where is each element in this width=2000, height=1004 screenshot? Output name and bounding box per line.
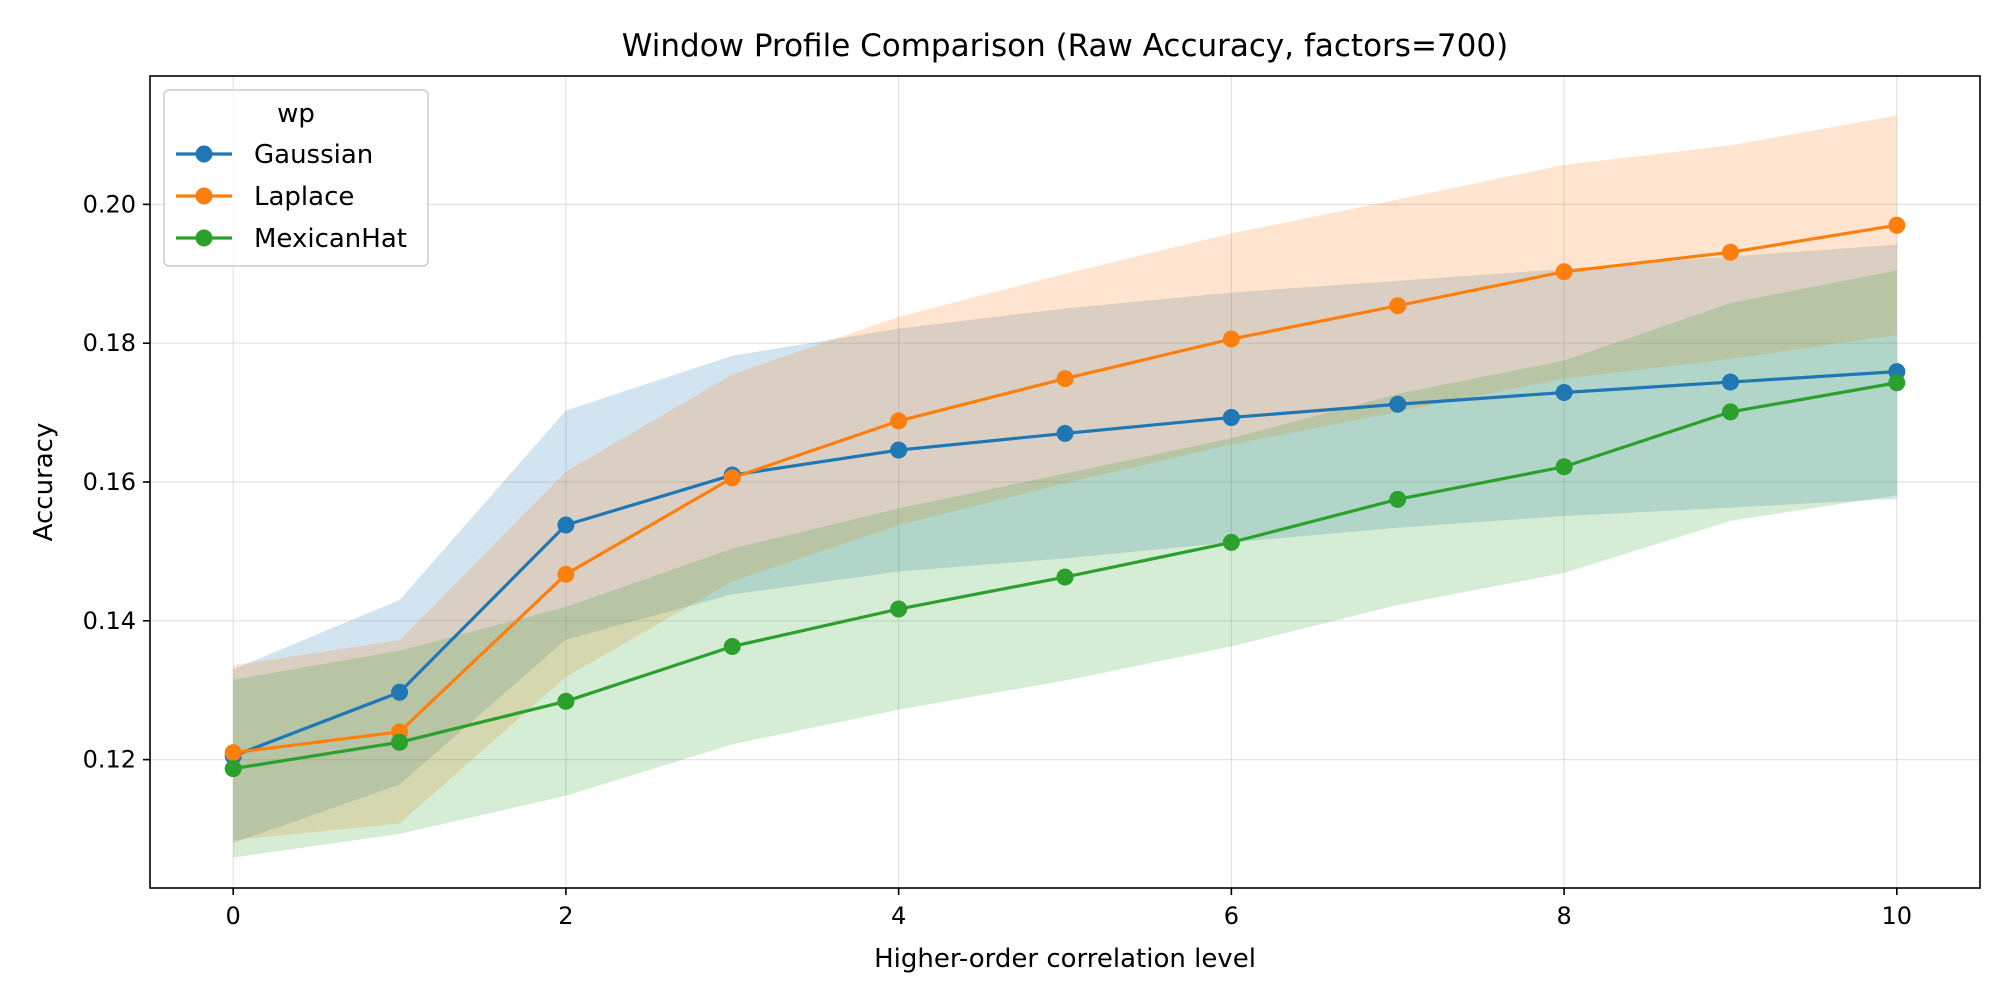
band-mexicanhat bbox=[233, 270, 1897, 858]
legend-marker-gaussian bbox=[195, 145, 213, 163]
point-gaussian bbox=[1721, 373, 1739, 391]
legend-box bbox=[163, 89, 429, 267]
point-gaussian bbox=[557, 516, 575, 534]
point-laplace bbox=[557, 565, 575, 583]
point-mexicanhat bbox=[1222, 533, 1240, 551]
point-mexicanhat bbox=[1888, 374, 1906, 392]
legend-marker-mexicanhat bbox=[195, 229, 213, 247]
y-tick-label: 0.12 bbox=[83, 746, 136, 774]
legend-label-mexicanhat: MexicanHat bbox=[254, 224, 407, 254]
point-gaussian bbox=[890, 441, 908, 459]
x-tick-label: 4 bbox=[891, 902, 906, 930]
axis-ticks: 0 2 4 6 8 10 0.12 0.14 0.16 0.18 0.20 bbox=[83, 190, 1913, 930]
point-mexicanhat bbox=[1389, 490, 1407, 508]
confidence-bands bbox=[233, 115, 1897, 858]
point-laplace bbox=[1222, 330, 1240, 348]
point-gaussian bbox=[1389, 395, 1407, 413]
point-mexicanhat bbox=[557, 692, 575, 710]
point-gaussian bbox=[1222, 408, 1240, 426]
x-tick-label: 6 bbox=[1224, 902, 1239, 930]
point-laplace bbox=[890, 412, 908, 430]
legend-label-gaussian: Gaussian bbox=[254, 140, 373, 170]
x-tick-label: 2 bbox=[558, 902, 573, 930]
grid-lines bbox=[150, 76, 1980, 888]
band-gaussian bbox=[233, 244, 1897, 843]
x-axis-label: Higher-order correlation level bbox=[874, 944, 1256, 974]
point-laplace bbox=[1888, 216, 1906, 234]
legend-title: wp bbox=[277, 99, 315, 129]
legend-marker-laplace bbox=[195, 187, 213, 205]
point-laplace bbox=[224, 744, 242, 762]
chart-title: Window Profile Comparison (Raw Accuracy,… bbox=[622, 28, 1508, 64]
legend-items: Gaussian Laplace MexicanHat bbox=[176, 140, 407, 254]
x-tick-label: 0 bbox=[226, 902, 241, 930]
point-mexicanhat bbox=[1056, 568, 1074, 586]
point-mexicanhat bbox=[1555, 458, 1573, 476]
y-tick-label: 0.20 bbox=[83, 190, 136, 218]
series-points bbox=[224, 216, 1906, 778]
y-tick-label: 0.18 bbox=[83, 329, 136, 357]
point-gaussian bbox=[391, 683, 409, 701]
y-tick-label: 0.14 bbox=[83, 607, 136, 635]
y-axis-label: Accuracy bbox=[29, 423, 59, 542]
point-mexicanhat bbox=[1721, 403, 1739, 421]
y-tick-label: 0.16 bbox=[83, 468, 136, 496]
x-tick-label: 8 bbox=[1556, 902, 1571, 930]
point-gaussian bbox=[1056, 424, 1074, 442]
point-laplace bbox=[1721, 243, 1739, 261]
band-laplace bbox=[233, 115, 1897, 841]
point-gaussian bbox=[1555, 383, 1573, 401]
x-tick-label: 10 bbox=[1882, 902, 1913, 930]
legend: wp Gaussian Laplace MexicanHat bbox=[163, 89, 429, 267]
point-laplace bbox=[1056, 370, 1074, 388]
legend-label-laplace: Laplace bbox=[254, 182, 354, 212]
point-mexicanhat bbox=[224, 760, 242, 778]
point-mexicanhat bbox=[391, 733, 409, 751]
point-laplace bbox=[1555, 263, 1573, 281]
point-mexicanhat bbox=[890, 600, 908, 618]
point-mexicanhat bbox=[723, 637, 741, 655]
point-laplace bbox=[723, 469, 741, 487]
point-laplace bbox=[1389, 297, 1407, 315]
